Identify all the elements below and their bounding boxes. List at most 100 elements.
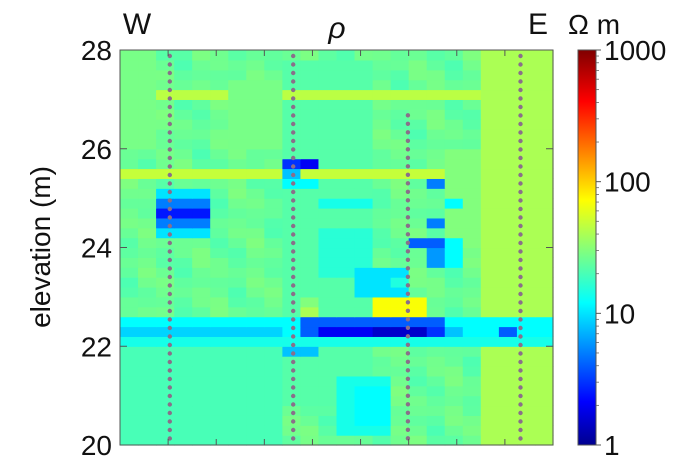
heatmap-cell xyxy=(282,79,302,91)
heatmap-cell xyxy=(300,208,320,219)
heatmap-cell xyxy=(444,69,464,81)
heatmap-cell xyxy=(138,237,157,249)
heatmap-cell xyxy=(174,287,193,298)
heatmap-cell xyxy=(390,257,410,268)
heatmap-cell xyxy=(444,198,464,209)
heatmap-cell xyxy=(498,129,518,140)
heatmap-cell xyxy=(336,69,356,81)
heatmap-cell xyxy=(156,267,175,278)
heatmap-cell xyxy=(534,158,554,170)
heatmap-cell xyxy=(408,99,428,110)
heatmap-cell xyxy=(354,109,374,120)
heatmap-cell xyxy=(534,89,554,100)
marker-dot-1 xyxy=(167,87,172,93)
heatmap-cell xyxy=(516,138,536,150)
heatmap-cell xyxy=(264,356,283,367)
heatmap-cell xyxy=(210,129,229,140)
heatmap-cell xyxy=(138,346,157,357)
heatmap-cell xyxy=(390,119,410,130)
heatmap-cell xyxy=(354,257,374,268)
marker-dot-4 xyxy=(518,266,523,271)
heatmap-cell xyxy=(192,158,211,170)
marker-dot-2 xyxy=(291,351,296,356)
marker-dot-2 xyxy=(291,342,296,348)
heatmap-cell xyxy=(120,425,139,436)
heatmap-cell xyxy=(138,138,157,150)
heatmap-cell xyxy=(156,435,175,446)
heatmap-cell xyxy=(318,188,338,199)
marker-dot-4 xyxy=(518,291,523,297)
heatmap-cell xyxy=(120,178,139,189)
heatmap-cell xyxy=(408,385,428,397)
heatmap-cell xyxy=(354,336,374,347)
heatmap-cell xyxy=(336,405,356,416)
heatmap-cell xyxy=(444,50,464,61)
heatmap-cell xyxy=(408,168,428,179)
heatmap-cell xyxy=(264,138,283,150)
marker-dot-2 xyxy=(291,206,296,212)
heatmap-cell xyxy=(228,227,247,239)
heatmap-cell xyxy=(462,129,482,140)
heatmap-cell xyxy=(408,148,428,160)
heatmap-cell xyxy=(264,227,283,239)
marker-dot-3 xyxy=(405,283,411,288)
heatmap-cell xyxy=(390,316,410,328)
heatmap-cell xyxy=(156,415,175,426)
heatmap-cell xyxy=(318,119,338,130)
heatmap-cell xyxy=(462,148,482,160)
heatmap-cell xyxy=(192,306,211,318)
heatmap-cell xyxy=(264,178,283,189)
marker-dot-1 xyxy=(167,266,172,271)
heatmap-cell xyxy=(300,287,320,298)
x-axis-ticks xyxy=(167,50,506,445)
heatmap-cell xyxy=(138,326,157,337)
heatmap-cell xyxy=(120,336,139,347)
heatmap-cell xyxy=(300,217,320,229)
heatmap-cell xyxy=(210,158,229,170)
heatmap-cell xyxy=(156,138,175,150)
heatmap-cell xyxy=(264,59,283,71)
marker-dot-4 xyxy=(518,172,523,178)
heatmap-cell xyxy=(390,99,410,110)
heatmap-cell xyxy=(480,198,500,209)
heatmap-cell xyxy=(444,267,464,278)
marker-dot-2 xyxy=(291,266,296,271)
marker-dot-4 xyxy=(518,62,523,67)
east-label: E xyxy=(528,8,548,41)
marker-dot-4 xyxy=(518,181,523,186)
heatmap-cell xyxy=(462,168,482,179)
heatmap-cell xyxy=(444,435,464,446)
marker-dot-1 xyxy=(167,385,172,390)
marker-dot-2 xyxy=(291,257,296,263)
heatmap-cell xyxy=(210,267,229,278)
heatmap-cell xyxy=(372,129,392,140)
heatmap-cell xyxy=(516,375,536,387)
heatmap-cell xyxy=(138,89,157,100)
heatmap-cell xyxy=(534,316,554,328)
heatmap-cell xyxy=(228,99,247,110)
heatmap-cell xyxy=(336,385,356,397)
marker-dot-3 xyxy=(405,215,411,220)
heatmap-cell xyxy=(480,89,500,100)
heatmap-cell xyxy=(408,227,428,239)
heatmap-cell xyxy=(516,237,536,249)
marker-dot-4 xyxy=(518,249,523,254)
heatmap-cell xyxy=(444,109,464,120)
heatmap-cell xyxy=(462,296,482,308)
marker-dot-2 xyxy=(291,79,296,84)
heatmap-cell xyxy=(480,395,500,407)
heatmap-cell xyxy=(156,316,175,328)
heatmap-cell xyxy=(516,119,536,130)
heatmap-cell xyxy=(444,59,464,71)
heatmap-cell xyxy=(210,326,229,337)
heatmap-cell xyxy=(426,336,446,347)
heatmap-cell xyxy=(300,247,320,258)
heatmap-cell xyxy=(498,217,518,229)
heatmap-cell xyxy=(498,178,518,189)
heatmap-cell xyxy=(480,50,500,61)
heatmap-cell xyxy=(192,247,211,258)
heatmap-cell xyxy=(192,198,211,209)
heatmap-cell xyxy=(426,79,446,91)
marker-dot-2 xyxy=(291,283,296,288)
